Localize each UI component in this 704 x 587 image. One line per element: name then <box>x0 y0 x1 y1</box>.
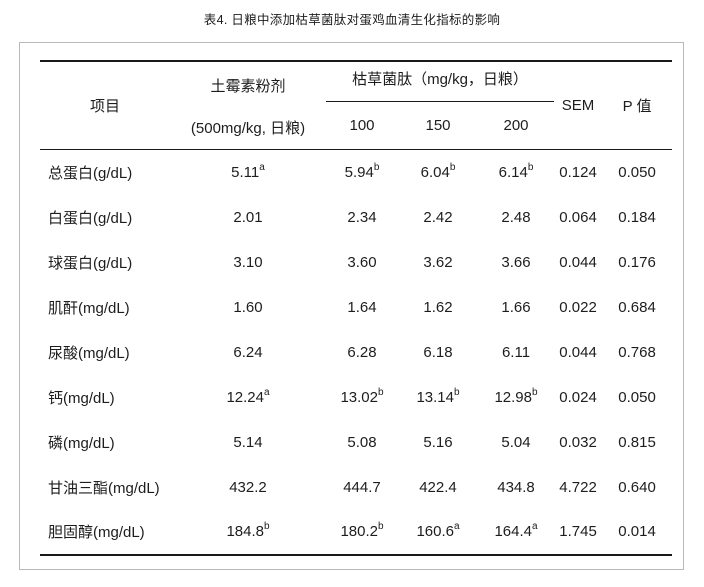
biochem-table: 项目 土霉素粉剂 (500mg/kg, 日粮) 枯草菌肽（mg/kg，日粮） S… <box>40 60 673 556</box>
row-label: 胆固醇(mg/dL) <box>40 509 170 556</box>
cell-value: 422.4 <box>419 478 457 496</box>
cell-value: 2.42 <box>423 208 453 226</box>
cell-value: 6.04b <box>420 161 456 181</box>
cell-value: 1.62 <box>423 298 453 316</box>
cell-value: 0.815 <box>618 433 656 451</box>
cell-value: 5.94b <box>344 161 380 181</box>
cell-value: 6.11 <box>501 343 531 361</box>
table-row: 肌酐(mg/dL) 1.60 1.64 1.62 1.66 0.022 0.684 <box>40 285 672 330</box>
cell-value: 0.032 <box>559 433 597 451</box>
cell-value: 432.2 <box>229 478 267 496</box>
table-row: 胆固醇(mg/dL) 184.8b 180.2b 160.6a 164.4a 1.745 0… <box>40 509 673 556</box>
col-header-dose-150: 150 <box>398 101 478 150</box>
cell-value: 164.4a <box>478 509 555 556</box>
cell-value: 1.66 <box>501 298 531 316</box>
cell-value: 444.7 <box>343 478 381 496</box>
cell-value: 1.745 <box>554 509 603 556</box>
table-row: 尿酸(mg/dL) 6.24 6.28 6.18 6.11 0.044 0.768 <box>40 330 672 375</box>
significance-superscript: b <box>377 521 384 532</box>
cell-value: 12.98b <box>494 386 538 406</box>
cell-value: 3.10 <box>233 253 263 271</box>
table-row: 钙(mg/dL) 12.24a 13.02b 13.14b 12.98b 0.024 0.0… <box>40 375 672 420</box>
cell-value: 0.044 <box>559 343 597 361</box>
cell-value: 13.02b <box>340 386 384 406</box>
cell-value: 160.6a <box>398 509 478 556</box>
cell-value: 2.01 <box>233 208 263 226</box>
cell-value: 0.640 <box>618 478 656 496</box>
cell-value: 5.08 <box>347 433 377 451</box>
col-header-oxytetracycline: 土霉素粉剂 (500mg/kg, 日粮) <box>170 61 326 150</box>
cell-value: 0.050 <box>618 388 656 406</box>
col-header-pvalue: P 值 <box>602 61 673 150</box>
col-header-dose-200: 200 <box>478 101 555 150</box>
table-row: 总蛋白(g/dL) 5.11a 5.94b 6.04b 6.14b 0.124 0.050 <box>40 150 672 195</box>
cell-value: 0.024 <box>559 388 597 406</box>
cell-value: 5.11a <box>231 161 265 181</box>
cell-value: 13.14b <box>416 386 460 406</box>
row-label: 磷(mg/dL) <box>48 434 115 452</box>
cell-value: 5.04 <box>501 433 531 451</box>
cell-value: 5.16 <box>423 433 453 451</box>
row-label: 尿酸(mg/dL) <box>48 344 130 362</box>
cell-value: 0.064 <box>559 208 597 226</box>
cell-value: 2.34 <box>347 208 377 226</box>
cell-value: 6.18 <box>423 343 453 361</box>
cell-value: 4.722 <box>559 478 597 496</box>
row-label: 白蛋白(g/dL) <box>48 209 133 227</box>
cell-value: 3.60 <box>347 253 377 271</box>
col-header-sem: SEM <box>554 61 603 150</box>
cell-value: 434.8 <box>497 478 535 496</box>
significance-superscript: a <box>259 161 265 173</box>
cell-value: 0.124 <box>559 163 597 181</box>
cell-value: 180.2b <box>326 509 398 556</box>
table-body: 总蛋白(g/dL) 5.11a 5.94b 6.04b 6.14b 0.124 0.050 白… <box>40 150 673 556</box>
cell-value: 0.050 <box>618 163 656 181</box>
significance-superscript: a <box>453 521 460 532</box>
significance-superscript: b <box>263 521 270 532</box>
table-row: 白蛋白(g/dL) 2.01 2.34 2.42 2.48 0.064 0.184 <box>40 195 672 240</box>
row-label: 总蛋白(g/dL) <box>48 164 133 182</box>
row-label: 肌酐(mg/dL) <box>48 299 130 317</box>
cell-value: 5.14 <box>233 433 263 451</box>
col-header-dose-100: 100 <box>326 101 398 150</box>
significance-superscript: b <box>453 386 460 398</box>
cell-value: 6.24 <box>233 343 263 361</box>
row-label: 球蛋白(g/dL) <box>48 254 133 272</box>
cell-value: 6.28 <box>347 343 377 361</box>
cell-value: 6.14b <box>498 161 534 181</box>
significance-superscript: a <box>532 521 538 532</box>
table-title: 表4. 日粮中添加枯草菌肽对蛋鸡血清生化指标的影响 <box>203 13 501 27</box>
table-panel: 项目 土霉素粉剂 (500mg/kg, 日粮) 枯草菌肽（mg/kg，日粮） S… <box>19 42 684 570</box>
cell-value: 0.184 <box>618 208 656 226</box>
oxytetracycline-name: 土霉素粉剂 <box>210 78 286 95</box>
row-label: 甘油三酯(mg/dL) <box>48 479 160 497</box>
cell-value: 0.768 <box>618 343 656 361</box>
cell-value: 184.8b <box>170 509 326 556</box>
cell-value: 0.684 <box>618 298 656 316</box>
cell-value: 0.176 <box>618 253 656 271</box>
cell-value: 0.014 <box>602 509 673 556</box>
row-label: 钙(mg/dL) <box>48 389 115 407</box>
significance-superscript: b <box>377 386 384 398</box>
table-row: 甘油三酯(mg/dL) 432.2 444.7 422.4 434.8 4.722 0.64… <box>40 465 672 510</box>
cell-value: 3.62 <box>423 253 453 271</box>
significance-superscript: b <box>532 386 538 398</box>
cell-value: 2.48 <box>501 208 531 226</box>
cell-value: 1.60 <box>233 298 263 316</box>
oxytetracycline-dose: (500mg/kg, 日粮) <box>190 120 306 137</box>
col-header-item: 项目 <box>40 61 170 150</box>
cell-value: 0.044 <box>559 253 597 271</box>
significance-superscript: b <box>449 161 456 173</box>
col-header-bacitracin-group: 枯草菌肽（mg/kg，日粮） <box>326 61 555 103</box>
cell-value: 3.66 <box>501 253 531 271</box>
cell-value: 12.24a <box>226 386 270 406</box>
table-row: 球蛋白(g/dL) 3.10 3.60 3.62 3.66 0.044 0.176 <box>40 240 672 285</box>
significance-superscript: a <box>263 386 270 398</box>
significance-superscript: b <box>527 161 534 173</box>
table-row: 磷(mg/dL) 5.14 5.08 5.16 5.04 0.032 0.815 <box>40 420 672 465</box>
significance-superscript: b <box>373 161 380 173</box>
cell-value: 0.022 <box>559 298 597 316</box>
cell-value: 1.64 <box>347 298 377 316</box>
